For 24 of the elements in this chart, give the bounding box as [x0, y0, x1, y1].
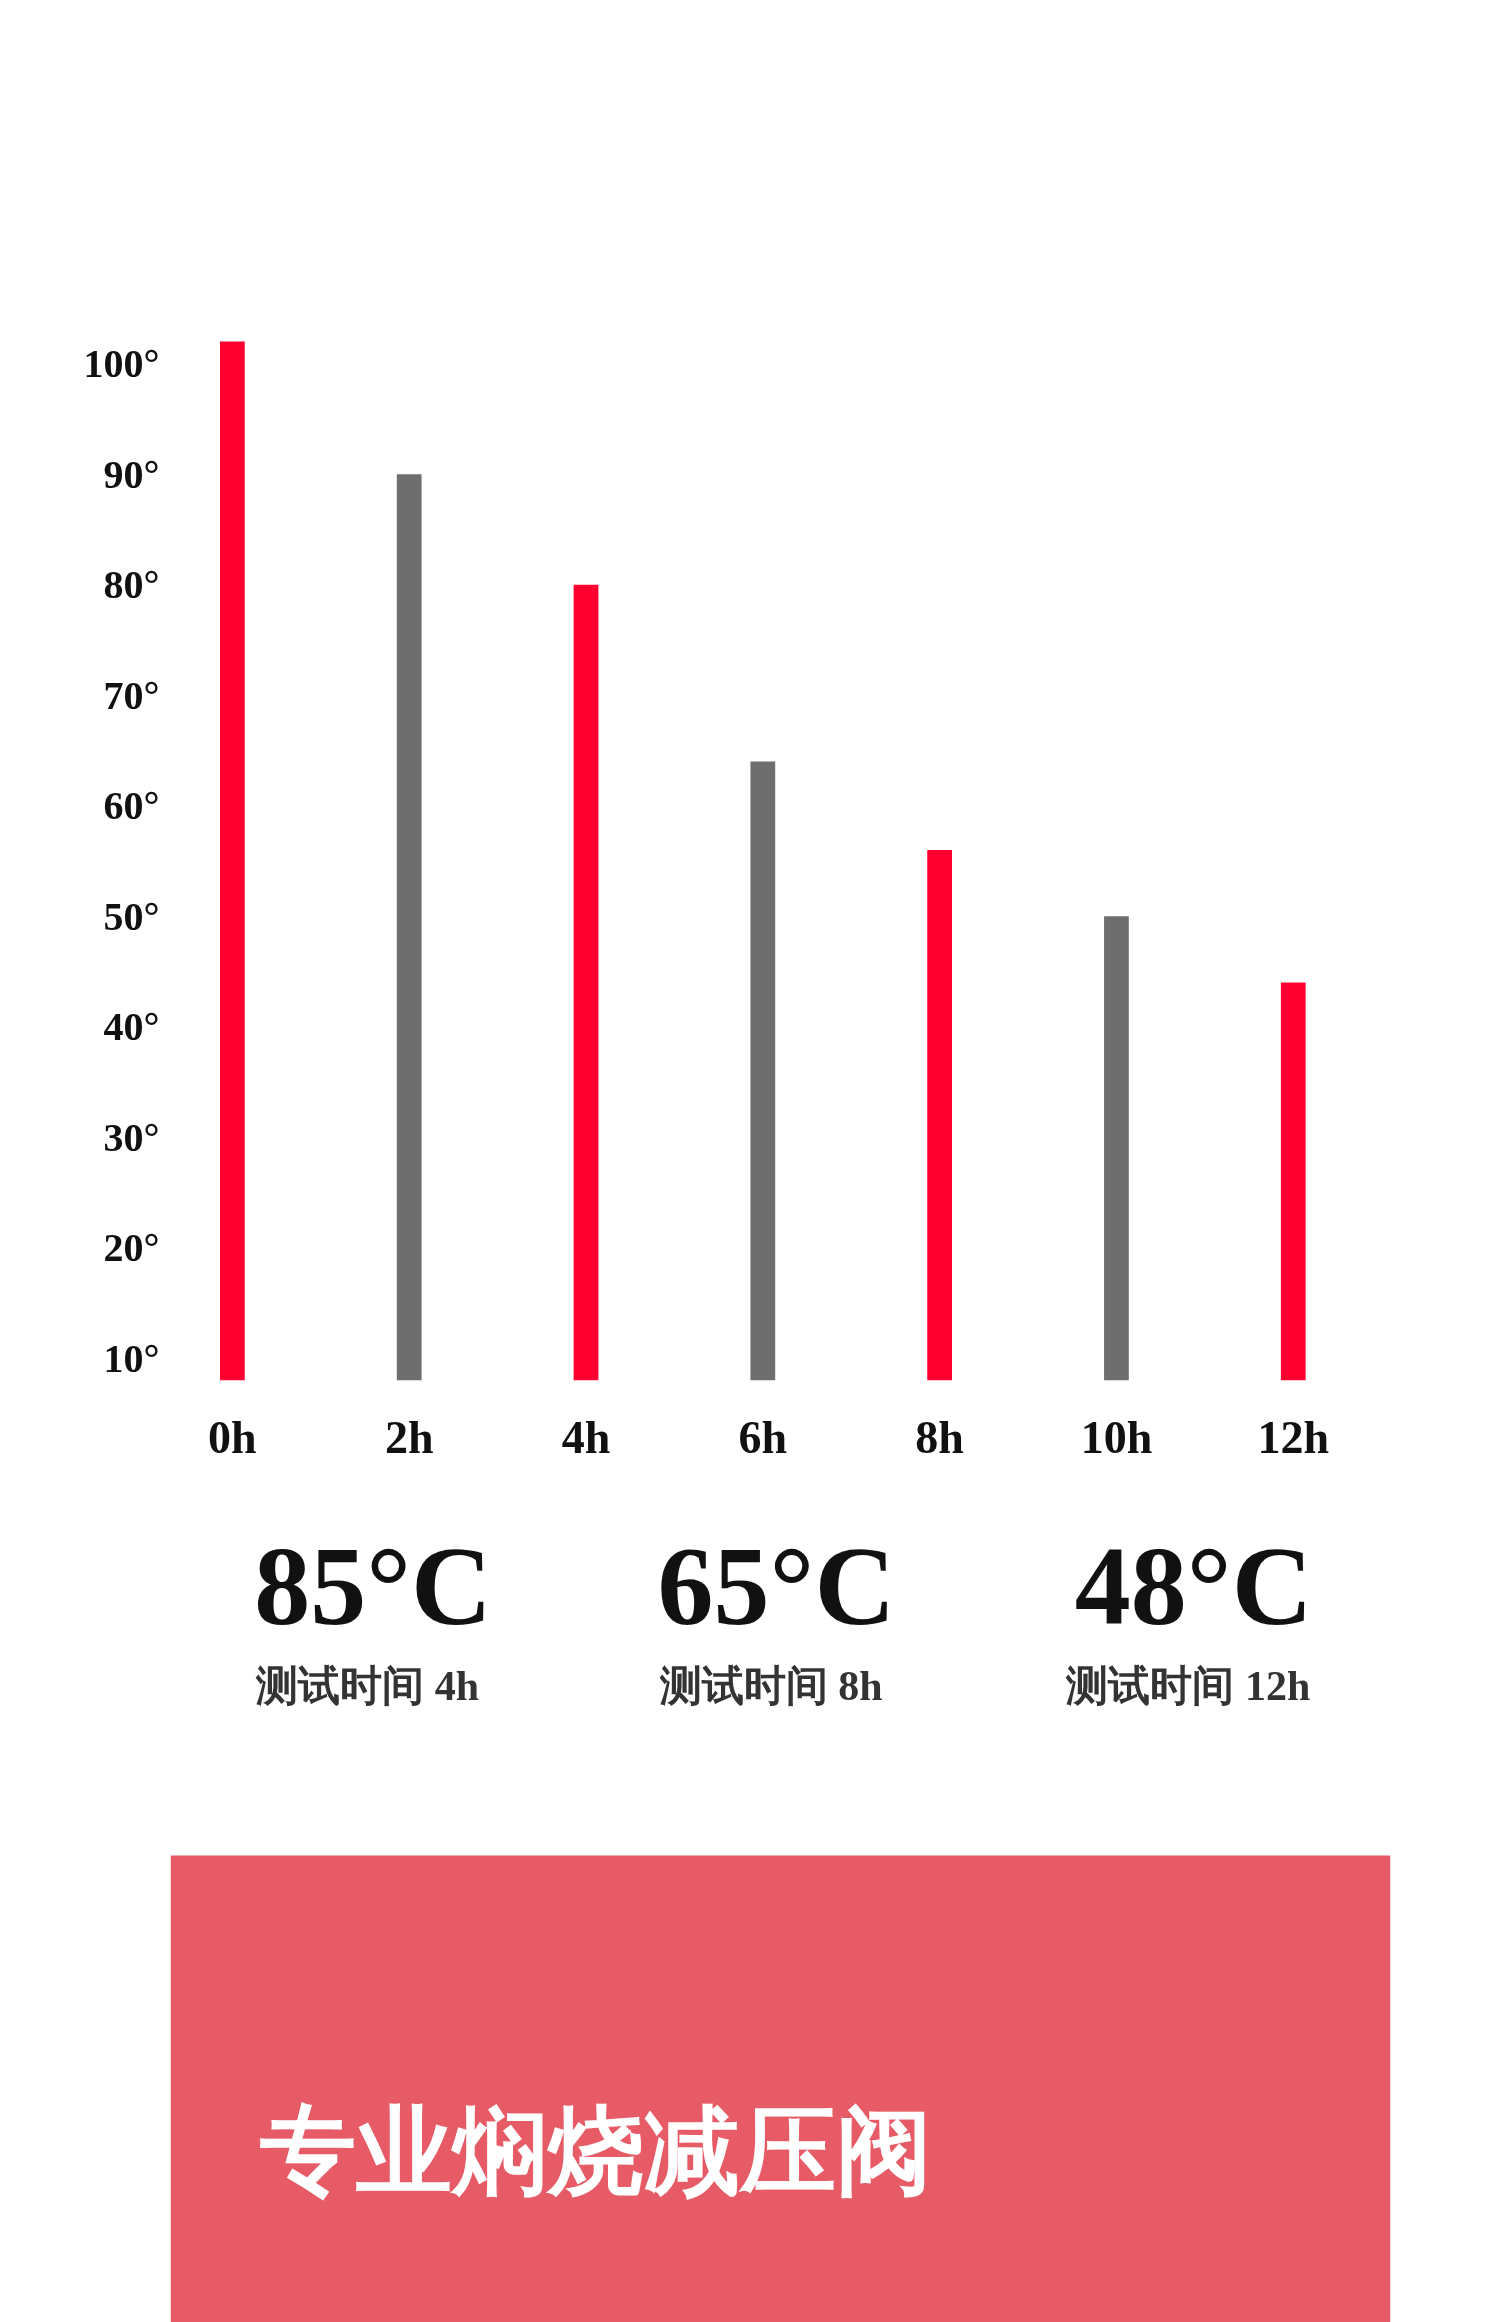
text: 测试时间 12h: [1065, 1662, 1311, 1709]
y-tick-label: 90°: [103, 451, 160, 497]
text: 48°C: [1074, 1523, 1313, 1648]
y-tick-label: 60°: [103, 783, 160, 829]
y-tick-label: 100°: [83, 341, 160, 387]
x-tick-label: 8h: [915, 1411, 964, 1463]
x-tick-label: 0h: [208, 1411, 257, 1463]
y-tick-label: 30°: [103, 1114, 160, 1160]
y-tick-label: 70°: [103, 672, 160, 718]
x-tick-label: 2h: [384, 1411, 434, 1463]
y-tick-label: 20°: [103, 1225, 160, 1271]
text: 专业焖烧减压阀: [258, 2094, 932, 2207]
y-tick-label: 40°: [103, 1004, 160, 1050]
y-tick-label: 50°: [103, 893, 160, 939]
y-tick-label: 80°: [103, 562, 160, 608]
y-tick-label: 10°: [103, 1335, 160, 1381]
x-tick-label: 4h: [561, 1411, 611, 1463]
text: 65°C: [657, 1523, 896, 1648]
x-tick-label: 12h: [1257, 1411, 1330, 1463]
text: 85°C: [254, 1523, 492, 1648]
x-tick-label: 6h: [738, 1411, 788, 1463]
text: 测试时间 4h: [255, 1662, 480, 1709]
text: 测试时间 8h: [658, 1662, 883, 1709]
x-tick-label: 10h: [1080, 1411, 1153, 1463]
